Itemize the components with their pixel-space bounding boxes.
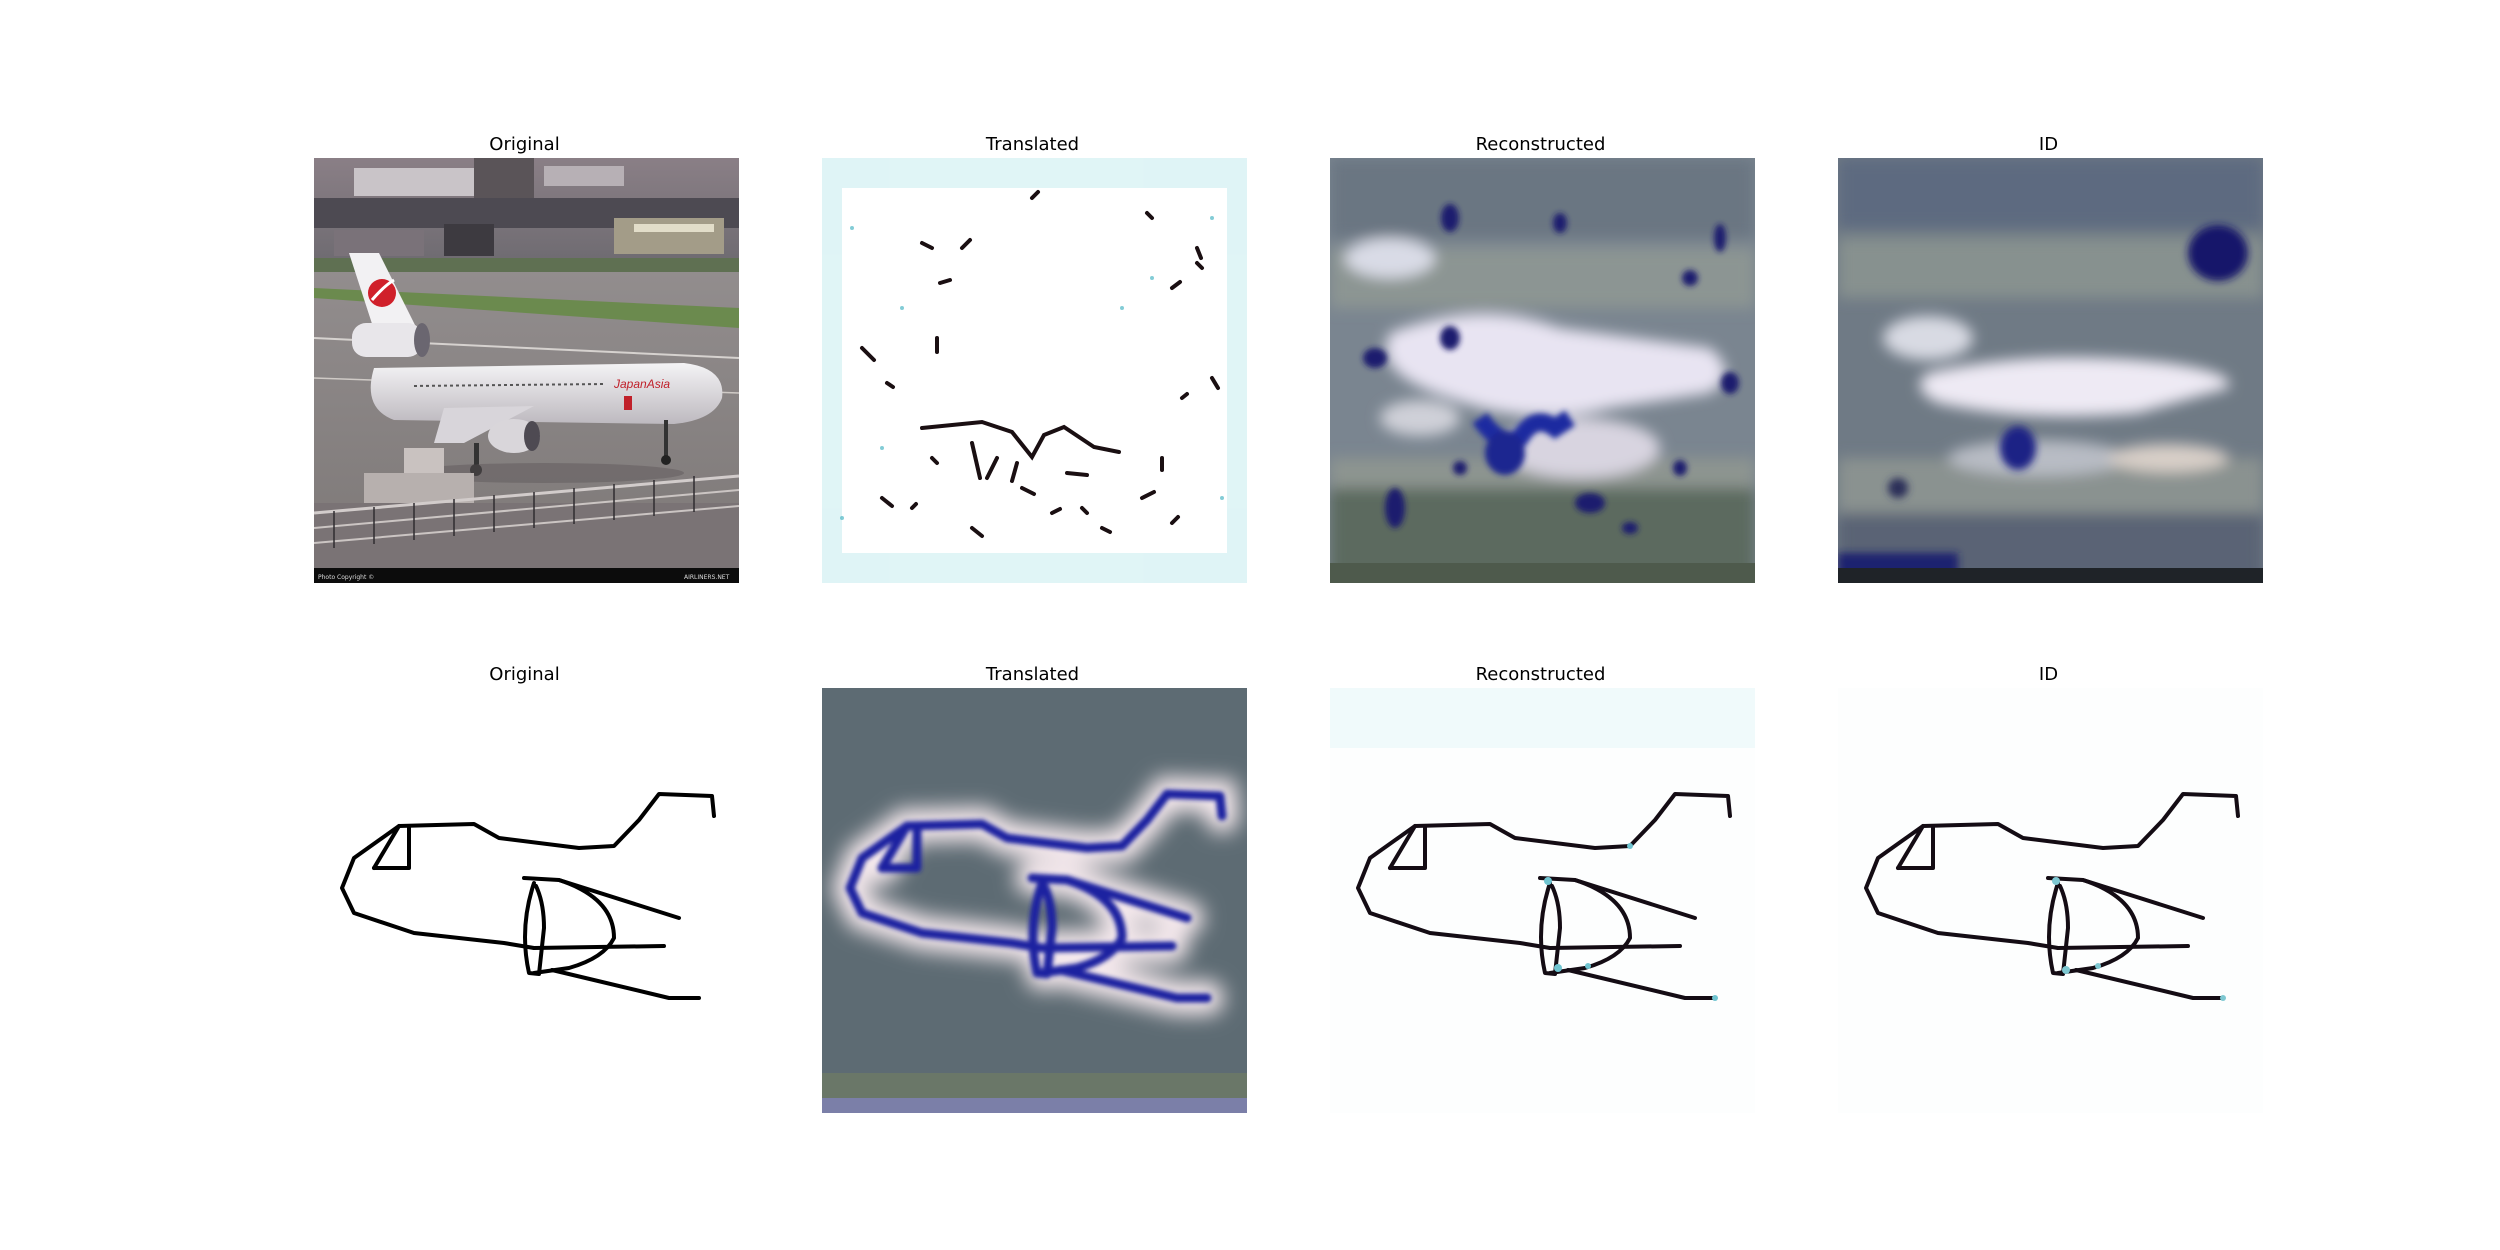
panel-title-id-1: ID	[2038, 134, 2059, 155]
panel-title-original-2: Original	[489, 664, 560, 685]
id-sketch	[1838, 688, 2263, 1113]
panel-title-id-2: ID	[2038, 664, 2059, 685]
id-airplane	[1838, 158, 2263, 583]
id-panel-2	[1838, 688, 2263, 1113]
panel-title-original-1: Original	[489, 134, 560, 155]
translated-strokes	[822, 158, 1247, 583]
airline-logo-text: JapanAsia	[613, 377, 670, 391]
panel-title-reconstructed-1: Reconstructed	[1475, 134, 1606, 155]
photo-credit: Photo Copyright ©	[318, 574, 374, 581]
reconstructed-airplane	[1330, 158, 1755, 583]
translated-glow-sketch	[822, 688, 1247, 1113]
panel-title-translated-1: Translated	[985, 134, 1080, 155]
airplane-photo: JapanAsia	[314, 158, 739, 583]
site-text: AIRLINERS.NET	[684, 574, 730, 581]
translated-panel-2	[822, 688, 1247, 1113]
reconstructed-panel-1	[1330, 158, 1755, 583]
original-sketch-panel	[314, 688, 739, 1113]
panel-title-reconstructed-2: Reconstructed	[1475, 664, 1606, 685]
panel-title-translated-2: Translated	[985, 664, 1080, 685]
reconstructed-panel-2	[1330, 688, 1755, 1113]
id-panel-1	[1838, 158, 2263, 583]
airplane-sketch	[314, 688, 739, 1113]
original-photo-panel: JapanAsia	[314, 158, 739, 583]
reconstructed-sketch	[1330, 688, 1755, 1113]
translated-panel-1	[822, 158, 1247, 583]
